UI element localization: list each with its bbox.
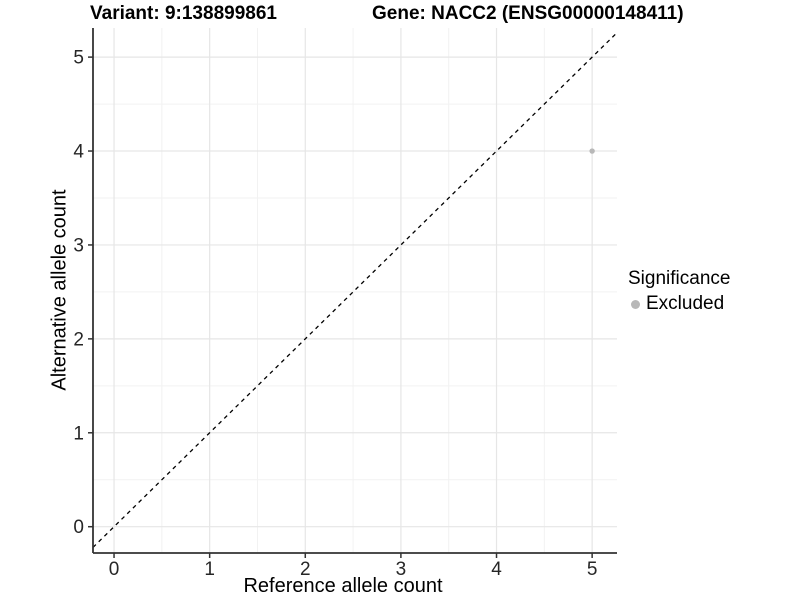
y-tick-label: 5 [73,48,84,69]
x-tick-label: 3 [396,559,407,580]
identity-reference-line [92,32,618,548]
y-tick-label: 2 [73,329,84,350]
legend: Significance Excluded [628,268,730,315]
legend-key-dot [631,299,640,309]
x-tick-label: 0 [109,559,120,580]
x-tick-label: 2 [300,559,311,580]
legend-title: Significance [628,268,731,289]
y-tick-label: 1 [73,423,84,444]
y-tick-label: 4 [73,142,84,163]
legend-item-excluded: Excluded [628,293,730,315]
legend-item-label: Excluded [646,293,725,314]
x-tick-label: 5 [587,559,598,580]
data-point [589,148,595,154]
gene-title: Gene: NACC2 (ENSG00000148411) [372,3,684,24]
y-tick-label: 0 [73,517,84,538]
x-tick-label: 4 [491,559,502,580]
y-tick-label: 3 [73,235,84,256]
variant-title: Variant: 9:138899861 [90,3,277,24]
x-axis-title: Reference allele count [243,575,443,597]
x-tick-label: 1 [204,559,215,580]
